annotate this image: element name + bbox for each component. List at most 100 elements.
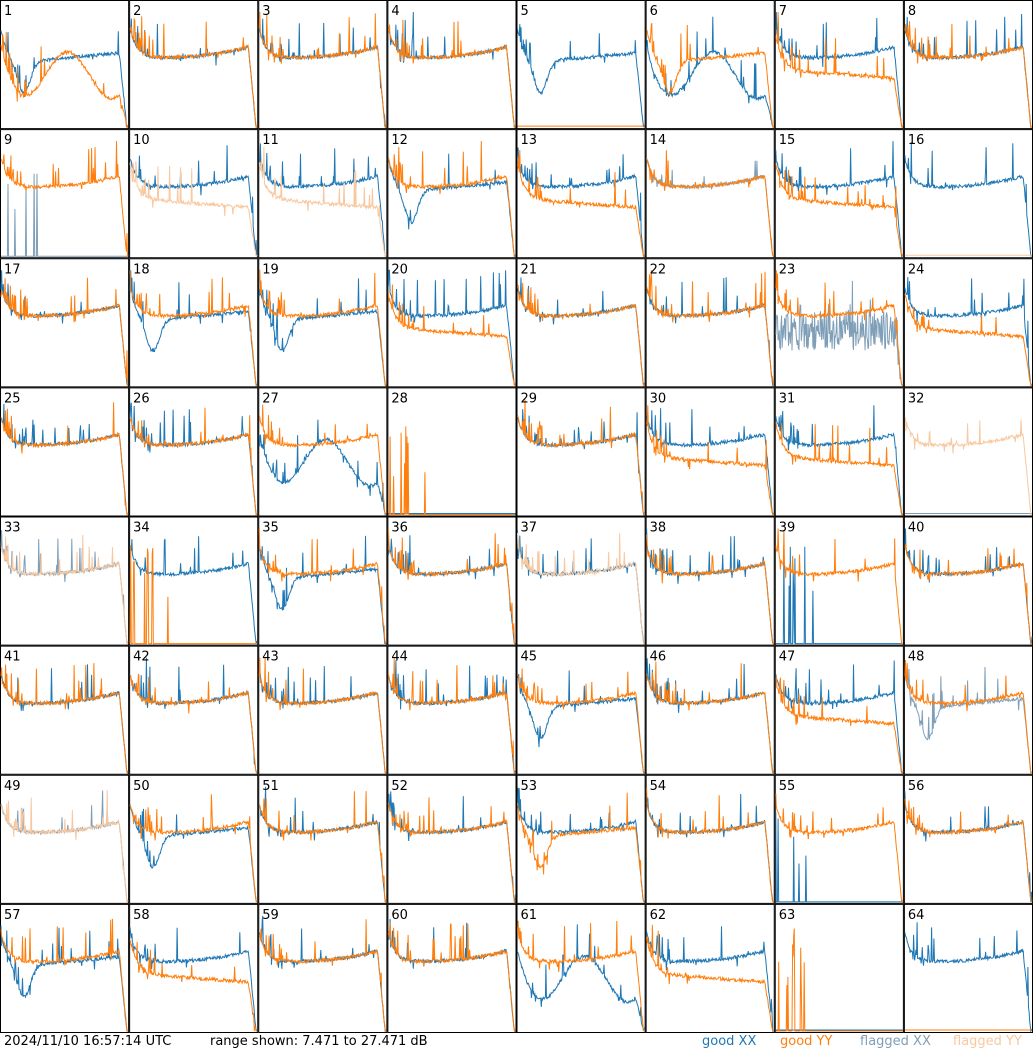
- panel-frame: [129, 0, 259, 130]
- panel-label: 5: [521, 4, 529, 19]
- panel-label: 8: [908, 4, 916, 19]
- panel-29: 29: [516, 387, 646, 517]
- series-xx-panel-59: [258, 915, 387, 1033]
- panel-42: 42: [129, 645, 259, 775]
- series-yy-panel-21: [517, 282, 645, 387]
- series-yy-panel-10: [129, 160, 258, 257]
- series-xx-panel-27: [258, 419, 387, 516]
- panel-15: 15: [774, 129, 904, 259]
- series-yy-panel-26: [129, 407, 258, 516]
- panel-31: 31: [774, 387, 904, 517]
- series-xx-panel-40: [904, 528, 1033, 645]
- panel-frame: [903, 516, 1033, 646]
- series-yy-panel-36: [387, 529, 516, 645]
- panel-16: 16: [903, 129, 1033, 259]
- panel-label: 40: [908, 521, 925, 536]
- panel-27: 27: [258, 387, 388, 517]
- panel-35: 35: [258, 516, 388, 646]
- panel-label: 33: [4, 521, 21, 536]
- panel-48: 48: [903, 645, 1033, 775]
- panel-33: 33: [0, 516, 130, 646]
- series-xx-panel-3: [258, 18, 387, 129]
- panel-label: 2: [133, 4, 141, 19]
- series-xx-panel-2: [129, 18, 258, 128]
- series-yy-panel-18: [129, 270, 258, 386]
- panel-19: 19: [258, 258, 388, 388]
- panel-59: 59: [258, 903, 388, 1033]
- series-xx-panel-43: [259, 666, 387, 774]
- panel-frame: [645, 774, 775, 904]
- panel-frame: [129, 645, 259, 775]
- panel-frame: [645, 903, 775, 1033]
- legend-flagged-xx: flagged XX: [860, 1034, 931, 1049]
- panel-label: 47: [779, 650, 796, 665]
- panel-label: 24: [908, 262, 925, 277]
- panel-63: 63: [774, 903, 904, 1033]
- panel-52: 52: [387, 774, 517, 904]
- series-yy-panel-25: [0, 402, 129, 516]
- panel-frame: [387, 774, 517, 904]
- series-xx-panel-4: [387, 11, 516, 128]
- series-xx-panel-49: [0, 790, 129, 903]
- panel-47: 47: [774, 645, 904, 775]
- panel-label: 54: [650, 779, 667, 794]
- series-xx-panel-19: [258, 278, 387, 386]
- panel-label: 25: [4, 391, 21, 406]
- panel-frame: [129, 258, 259, 388]
- panel-label: 38: [650, 521, 667, 536]
- panel-label: 10: [133, 133, 150, 148]
- panel-23: 23: [774, 258, 904, 388]
- panel-label: 57: [4, 908, 21, 923]
- panel-label: 13: [521, 133, 538, 148]
- panel-label: 37: [521, 521, 538, 536]
- series-yy-panel-56: [904, 798, 1032, 903]
- series-yy-panel-14: [646, 150, 775, 258]
- series-xx-panel-47: [775, 660, 904, 774]
- panel-frame: [645, 258, 775, 388]
- panel-label: 52: [391, 779, 408, 794]
- panel-label: 50: [133, 779, 150, 794]
- series-yy-panel-20: [387, 284, 516, 388]
- panel-label: 53: [521, 779, 538, 794]
- panel-8: 8: [903, 0, 1033, 130]
- series-yy-panel-45: [517, 668, 645, 774]
- panel-26: 26: [129, 387, 259, 517]
- series-xx-panel-21: [517, 277, 646, 386]
- panel-label: 60: [391, 908, 408, 923]
- series-yy-panel-1: [0, 31, 129, 129]
- series-xx-panel-25: [0, 403, 129, 515]
- series-yy-panel-15: [775, 163, 904, 257]
- panel-label: 56: [908, 779, 925, 794]
- panel-frame: [516, 129, 646, 259]
- panel-40: 40: [903, 516, 1033, 646]
- panel-54: 54: [645, 774, 775, 904]
- series-xx-panel-1: [0, 30, 129, 129]
- panel-label: 46: [650, 650, 667, 665]
- series-yy-panel-24: [904, 293, 1033, 387]
- panel-frame: [0, 258, 130, 388]
- panel-frame: [0, 516, 130, 646]
- series-yy-panel-54: [646, 788, 775, 903]
- series-yy-panel-59: [258, 919, 387, 1032]
- panel-5: 5: [516, 0, 646, 130]
- series-xx-panel-35: [259, 535, 387, 645]
- series-xx-panel-52: [387, 791, 516, 904]
- series-xx-panel-56: [904, 791, 1033, 902]
- panel-frame: [0, 645, 130, 775]
- panel-label: 4: [391, 4, 399, 19]
- panel-frame: [129, 516, 259, 646]
- series-yy-panel-58: [129, 940, 258, 1032]
- panel-13: 13: [516, 129, 646, 259]
- series-yy-panel-63: [775, 928, 903, 1032]
- panel-45: 45: [516, 645, 646, 775]
- panel-frame: [258, 903, 388, 1033]
- series-yy-panel-61: [517, 920, 646, 1032]
- panel-label: 12: [391, 133, 408, 148]
- panel-11: 11: [258, 129, 388, 259]
- panel-25: 25: [0, 387, 130, 517]
- series-yy-panel-43: [258, 657, 387, 774]
- panel-frame: [129, 903, 259, 1033]
- series-xx-panel-29: [517, 409, 645, 516]
- panel-frame: [129, 774, 259, 904]
- series-yy-panel-60: [387, 922, 516, 1033]
